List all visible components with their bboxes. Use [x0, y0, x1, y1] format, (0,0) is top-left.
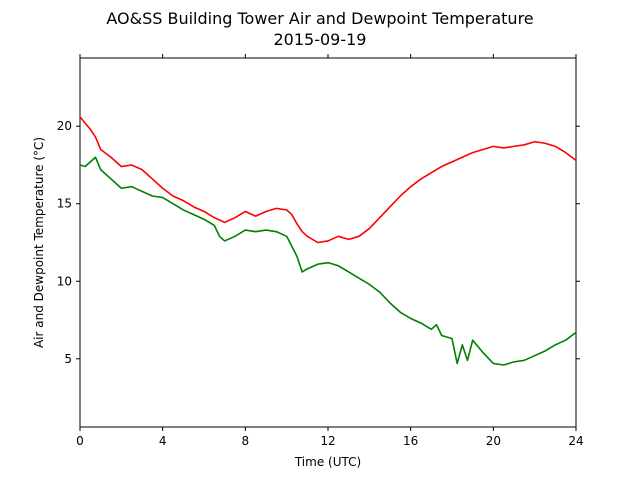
x-axis-label: Time (UTC)	[294, 455, 361, 469]
y-tick-label: 10	[57, 274, 72, 288]
chart-title: AO&SS Building Tower Air and Dewpoint Te…	[106, 9, 533, 28]
y-tick-label: 5	[64, 352, 72, 366]
x-tick-label: 20	[486, 434, 501, 448]
x-tick-label: 24	[568, 434, 583, 448]
series-line-1	[79, 116, 577, 244]
chart-subtitle: 2015-09-19	[274, 30, 367, 49]
y-axis-label: Air and Dewpoint Temperature (°C)	[32, 137, 46, 348]
x-tick-label: 16	[403, 434, 418, 448]
x-tick-label: 4	[159, 434, 167, 448]
x-tick-label: 12	[320, 434, 335, 448]
y-axis-ticks: 5 10 15 20	[57, 119, 580, 366]
series-layer	[79, 116, 577, 366]
x-axis-ticks: 0 4 8 12 16 20 24	[76, 54, 584, 448]
x-tick-label: 0	[76, 434, 84, 448]
x-tick-label: 8	[242, 434, 250, 448]
y-tick-label: 15	[57, 197, 72, 211]
series-line-2	[79, 156, 577, 366]
plot-area: 0 4 8 12 16 20 24 5 10 15 20	[57, 54, 584, 448]
y-tick-label: 20	[57, 119, 72, 133]
